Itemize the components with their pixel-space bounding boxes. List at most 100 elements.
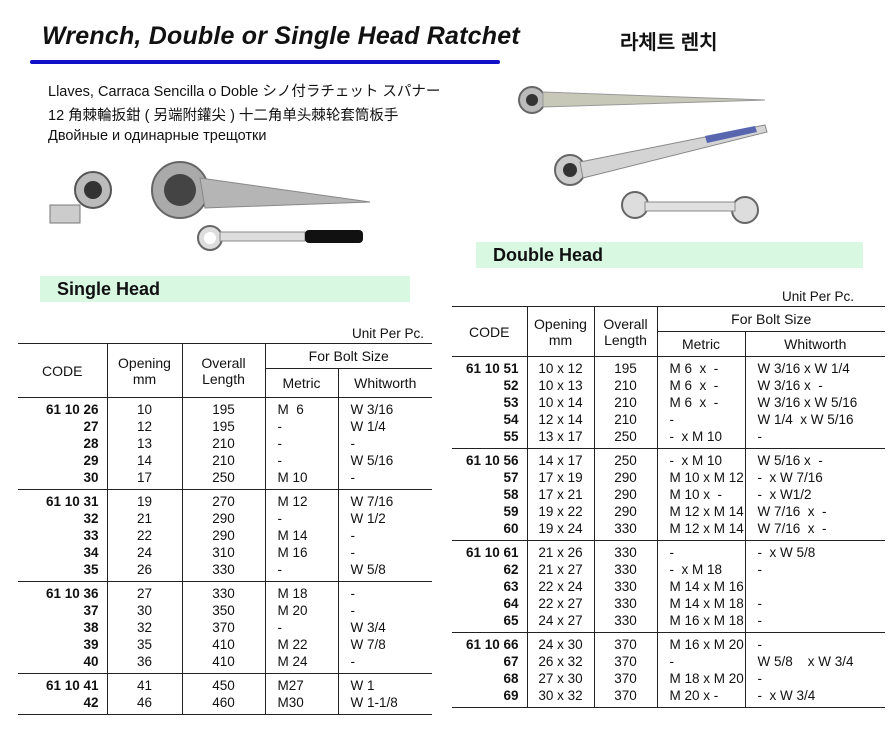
cell-opening: 26 [107,561,183,582]
cell-metric: M 16 x M 18 [657,612,746,633]
table-row: 52 10 x 13 210 M 6 x - W 3/16 x - [452,377,885,394]
cell-length: 460 [182,694,266,715]
small-ratchet-head-icon [49,171,112,224]
cell-code: 61 10 56 [452,448,528,469]
cell-code: 28 [18,435,108,452]
cell-code: 33 [18,527,108,544]
cell-opening: 17 x 21 [527,486,595,503]
cell-whitworth: W 3/16 x - [757,378,823,393]
table-row: 38 32 370- W 3/4 [18,619,432,636]
cell-code: 57 [452,469,528,486]
cell-code: 27 [18,418,108,435]
spud-ratchet-wrench-icon [518,86,766,114]
cell-metric: M 6 x - [657,356,746,377]
cell-opening: 19 [107,489,183,510]
cell-length: 330 [594,520,658,541]
cell-metric: M 24 [265,653,339,674]
cell-length: 450 [182,673,266,694]
cell-length: 250 [594,448,658,469]
header-length: Overall Length [594,306,658,357]
cell-whitworth: - [350,545,356,560]
double-head-section-label: Double Head [476,242,863,268]
cell-whitworth: - [350,470,356,485]
cell-whitworth: W 5/16 x - [757,453,823,468]
cell-code: 61 10 66 [452,632,528,653]
cell-whitworth: W 5/8 [350,562,386,577]
table-row: 62 21 x 27 330- x M 18- [452,561,885,578]
cell-length: 330 [594,578,658,595]
cell-metric: M 6 [265,397,339,418]
table-row: 28 13 210- - [18,435,432,452]
table-row: 53 10 x 14 210 M 6 x - W 3/16 x W 5/16 [452,394,885,411]
header-code: CODE [18,343,108,398]
table-row: 39 35 410 M 22 W 7/8 [18,636,432,653]
cell-metric: M 18 [265,581,339,602]
cell-whitworth: - [757,429,763,444]
subtitle-russian: Двойные и одинарные трещотки [48,128,267,144]
cell-length: 210 [594,377,658,394]
cell-metric: M 22 [265,636,339,653]
cell-opening: 14 x 17 [527,448,595,469]
cell-opening: 10 [107,397,183,418]
table-row: 40 36 410 M 24- [18,653,432,674]
double-head-table: CODE Opening mm Overall Length For Bolt … [452,306,885,708]
cell-metric: M27 [265,673,339,694]
header-bolt-size: For Bolt Size [265,343,432,369]
cell-opening: 10 x 12 [527,356,595,377]
cell-code: 40 [18,653,108,674]
cell-code: 61 10 26 [18,397,108,418]
cell-metric: M 10 x - [657,486,746,503]
cell-length: 330 [182,561,266,582]
cell-whitworth: - [350,436,356,451]
cell-whitworth: - [350,654,356,669]
table-row: 65 24 x 27 330 M 16 x M 18- [452,612,885,633]
cell-code: 63 [452,578,528,595]
cell-length: 310 [182,544,266,561]
cell-opening: 17 x 19 [527,469,595,486]
cell-metric: - [265,510,339,527]
cell-metric: - [265,561,339,582]
cell-length: 410 [182,653,266,674]
cell-whitworth: - [757,671,763,686]
cell-whitworth: - x W 5/8 [757,545,816,560]
cell-opening: 21 x 26 [527,540,595,561]
cell-opening: 27 [107,581,183,602]
cell-length: 290 [594,503,658,520]
table-row: 61 10 41 41 450 M27 W 1 [18,673,432,694]
table-row: 35 26 330- W 5/8 [18,561,432,582]
cell-metric: M 16 [265,544,339,561]
cell-metric: - [657,411,746,428]
cell-metric: M 14 [265,527,339,544]
cell-whitworth: - [350,586,356,601]
page-title: Wrench, Double or Single Head Ratchet [42,22,520,50]
subtitle-spanish-japanese: Llaves, Carraca Sencilla o Doble シノ付ラチェッ… [48,84,441,100]
cell-metric: M 20 x - [657,687,746,708]
cell-opening: 17 [107,469,183,490]
cell-code: 64 [452,595,528,612]
ring-ratchet-wrench-icon [621,191,759,224]
cell-code: 65 [452,612,528,633]
cell-code: 61 10 31 [18,489,108,510]
table-row: 61 10 26 10 195 M 6 W 3/16 [18,397,432,418]
cell-metric: M 12 [265,489,339,510]
cell-length: 370 [594,632,658,653]
cell-code: 61 10 36 [18,581,108,602]
cell-opening: 30 x 32 [527,687,595,708]
cell-opening: 21 [107,510,183,527]
cell-length: 250 [182,469,266,490]
cell-whitworth: - [350,603,356,618]
cell-metric: - [265,452,339,469]
double-unit-label: Unit Per Pc. [782,289,855,304]
cell-opening: 22 x 24 [527,578,595,595]
cell-length: 210 [594,411,658,428]
table-row: 55 13 x 17 250- x M 10- [452,428,885,449]
cell-length: 210 [594,394,658,411]
table-row: 54 12 x 14 210- W 1/4 x W 5/16 [452,411,885,428]
cell-code: 60 [452,520,528,541]
cell-code: 68 [452,670,528,687]
cell-whitworth: W 1/4 x W 5/16 [757,412,854,427]
table-row: 67 26 x 32 370- W 5/8 x W 3/4 [452,653,885,670]
cell-opening: 36 [107,653,183,674]
table-row: 68 27 x 30 370 M 18 x M 20- [452,670,885,687]
cell-opening: 30 [107,602,183,619]
